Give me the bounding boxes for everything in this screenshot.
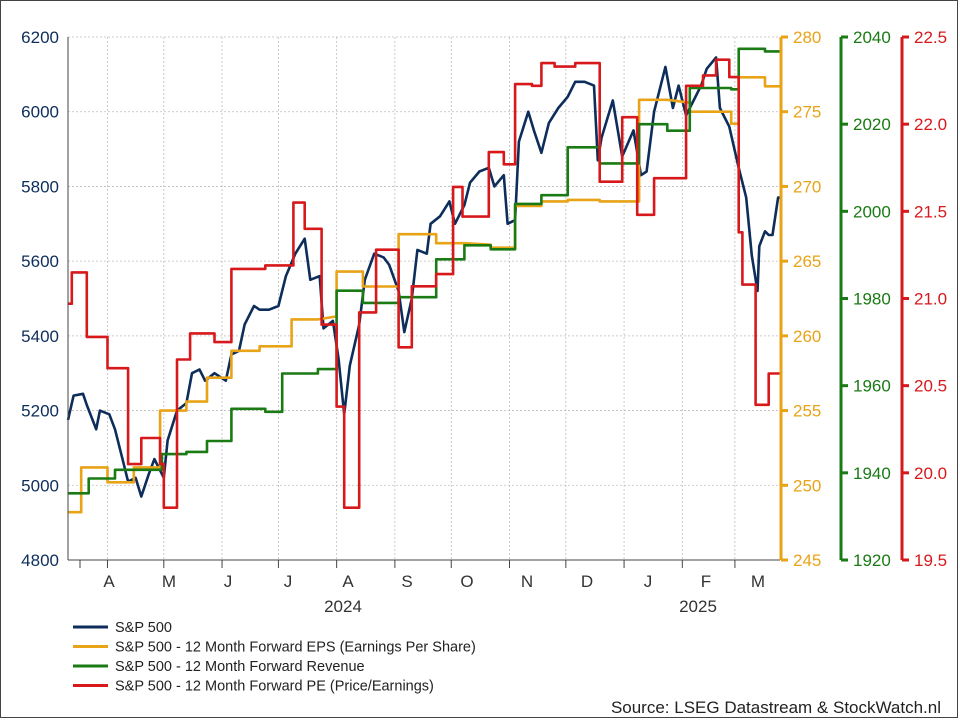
spx-tick-label: 5000 (21, 476, 59, 495)
grid-lines (68, 36, 780, 561)
month-label: D (581, 572, 593, 591)
eps-tick-label: 270 (793, 177, 821, 196)
spx-tick-label: 5400 (21, 327, 59, 346)
spx-tick-label: 4800 (21, 551, 59, 570)
spx-tick-label: 5600 (21, 252, 59, 271)
pe-tick-label: 22.5 (914, 28, 947, 47)
month-label: A (103, 572, 115, 591)
month-label: M (162, 572, 176, 591)
eps-tick-label: 265 (793, 252, 821, 271)
spx-tick-label: 6000 (21, 103, 59, 122)
rev-tick-label: 1960 (853, 377, 891, 396)
legend: S&P 500 S&P 500 - 12 Month Forward EPS (E… (73, 620, 476, 695)
rev-tick-label: 2040 (853, 28, 891, 47)
pe-tick-label: 19.5 (914, 551, 947, 570)
eps-tick-label: 255 (793, 402, 821, 421)
axes: 4800 5000 5200 5400 5600 5800 6000 6200 245 250 25… (21, 28, 947, 616)
month-label: A (342, 572, 354, 591)
eps-tick-label: 245 (793, 551, 821, 570)
eps-tick-label: 275 (793, 103, 821, 122)
month-label: M (751, 572, 765, 591)
pe-tick-label: 20.5 (914, 377, 947, 396)
month-label: O (460, 572, 473, 591)
rev-tick-label: 1980 (853, 290, 891, 309)
rev-tick-label: 1940 (853, 464, 891, 483)
eps-tick-label: 280 (793, 28, 821, 47)
legend-label-eps: S&P 500 - 12 Month Forward EPS (Earnings… (115, 640, 476, 656)
month-label: J (224, 572, 233, 591)
month-label: S (401, 572, 412, 591)
month-label: J (284, 572, 293, 591)
source-note: Source: LSEG Datastream & StockWatch.nl (611, 698, 941, 717)
spx-tick-label: 5200 (21, 402, 59, 421)
plot-area (66, 47, 780, 514)
month-label: F (701, 572, 711, 591)
legend-label-pe: S&P 500 - 12 Month Forward PE (Price/Ear… (115, 679, 434, 695)
rev-tick-label: 2000 (853, 202, 891, 221)
series-line-pe (68, 58, 780, 510)
eps-tick-label: 260 (793, 327, 821, 346)
pe-tick-label: 21.5 (914, 202, 947, 221)
spx-tick-label: 6200 (21, 28, 59, 47)
rev-tick-label: 2020 (853, 115, 891, 134)
pe-tick-label: 22.0 (914, 115, 947, 134)
year-label: 2024 (324, 597, 362, 616)
legend-label-spx: S&P 500 (115, 620, 172, 636)
series-line-spx (66, 56, 780, 498)
pe-tick-label: 21.0 (914, 290, 947, 309)
spx-tick-label: 5800 (21, 177, 59, 196)
month-label: N (521, 572, 533, 591)
series-line-rev (68, 47, 780, 495)
series-line-eps (68, 76, 780, 514)
legend-label-rev: S&P 500 - 12 Month Forward Revenue (115, 659, 365, 675)
year-label: 2025 (679, 597, 717, 616)
month-label: J (644, 572, 653, 591)
eps-tick-label: 250 (793, 476, 821, 495)
pe-tick-label: 20.0 (914, 464, 947, 483)
rev-tick-label: 1920 (853, 551, 891, 570)
